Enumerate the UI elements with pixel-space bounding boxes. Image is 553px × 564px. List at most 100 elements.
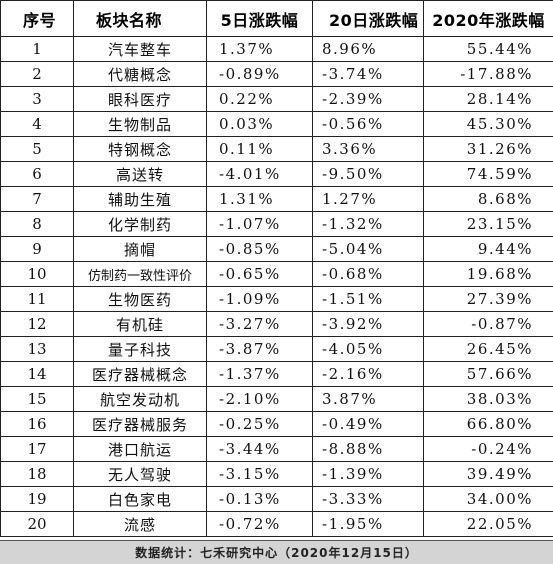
sector-name-cell: 流感 — [74, 512, 207, 537]
row-index-cell: 2 — [1, 62, 74, 87]
change-20day-cell: -0.49% — [313, 412, 424, 437]
change-5day-cell: 1.31% — [207, 187, 313, 212]
sector-name-cell: 高送转 — [74, 162, 207, 187]
change-2020-cell: 27.39% — [424, 287, 553, 312]
change-2020-cell: 9.44% — [424, 237, 553, 262]
row-index-cell: 9 — [1, 237, 74, 262]
change-20day-cell: -4.05% — [313, 337, 424, 362]
change-20day-cell: -1.32% — [313, 212, 424, 237]
row-index-cell: 10 — [1, 262, 74, 287]
change-20day-cell: -2.16% — [313, 362, 424, 387]
sector-name-cell: 白色家电 — [74, 487, 207, 512]
change-2020-cell: 26.45% — [424, 337, 553, 362]
sector-name-cell: 港口航运 — [74, 437, 207, 462]
row-index-cell: 1 — [1, 37, 74, 62]
source-footer: 数据统计：七禾研究中心（2020年12月15日） — [0, 540, 553, 564]
row-index-cell: 16 — [1, 412, 74, 437]
change-20day-cell: -3.74% — [313, 62, 424, 87]
change-20day-cell: -2.39% — [313, 87, 424, 112]
sector-name-cell: 摘帽 — [74, 237, 207, 262]
row-index-cell: 15 — [1, 387, 74, 412]
sector-name-cell: 量子科技 — [74, 337, 207, 362]
change-5day-cell: -0.13% — [207, 487, 313, 512]
change-2020-cell: 23.15% — [424, 212, 553, 237]
sector-name-cell: 生物制品 — [74, 112, 207, 137]
row-index-cell: 20 — [1, 512, 74, 537]
change-5day-cell: 0.03% — [207, 112, 313, 137]
change-20day-cell: -1.51% — [313, 287, 424, 312]
row-index-cell: 13 — [1, 337, 74, 362]
change-2020-cell: -17.88% — [424, 62, 553, 87]
sector-name-cell: 特钢概念 — [74, 137, 207, 162]
change-2020-cell: -0.87% — [424, 312, 553, 337]
row-index-cell: 18 — [1, 462, 74, 487]
change-2020-cell: 55.44% — [424, 37, 553, 62]
change-20day-cell: -1.95% — [313, 512, 424, 537]
row-index-cell: 8 — [1, 212, 74, 237]
header-2020-change: 2020年涨跌幅 — [424, 1, 553, 37]
change-20day-cell: 3.36% — [313, 137, 424, 162]
sector-name-cell: 生物医药 — [74, 287, 207, 312]
row-index-cell: 11 — [1, 287, 74, 312]
row-index-cell: 3 — [1, 87, 74, 112]
change-5day-cell: -0.72% — [207, 512, 313, 537]
change-5day-cell: -0.25% — [207, 412, 313, 437]
change-5day-cell: -1.09% — [207, 287, 313, 312]
change-20day-cell: -0.56% — [313, 112, 424, 137]
sector-name-cell: 眼科医疗 — [74, 87, 207, 112]
change-2020-cell: 74.59% — [424, 162, 553, 187]
sector-name-cell: 有机硅 — [74, 312, 207, 337]
sector-name-cell: 医疗器械概念 — [74, 362, 207, 387]
sector-name-cell: 汽车整车 — [74, 37, 207, 62]
change-2020-cell: 45.30% — [424, 112, 553, 137]
change-2020-cell: -0.24% — [424, 437, 553, 462]
change-2020-cell: 28.14% — [424, 87, 553, 112]
change-5day-cell: 0.22% — [207, 87, 313, 112]
change-2020-cell: 39.49% — [424, 462, 553, 487]
change-5day-cell: -1.37% — [207, 362, 313, 387]
change-5day-cell: -3.27% — [207, 312, 313, 337]
header-row: 序号 板块名称 5日涨跌幅 20日涨跌幅 2020年涨跌幅 — [1, 1, 553, 37]
change-5day-cell: 1.37% — [207, 37, 313, 62]
change-20day-cell: -3.92% — [313, 312, 424, 337]
change-2020-cell: 34.00% — [424, 487, 553, 512]
change-20day-cell: 3.87% — [313, 387, 424, 412]
sector-name-cell: 代糖概念 — [74, 62, 207, 87]
header-sector-name: 板块名称 — [74, 1, 207, 37]
change-20day-cell: -1.39% — [313, 462, 424, 487]
change-20day-cell: 8.96% — [313, 37, 424, 62]
row-index-cell: 19 — [1, 487, 74, 512]
change-2020-cell: 19.68% — [424, 262, 553, 287]
change-5day-cell: -3.44% — [207, 437, 313, 462]
change-5day-cell: -2.10% — [207, 387, 313, 412]
row-index-cell: 5 — [1, 137, 74, 162]
change-20day-cell: -0.68% — [313, 262, 424, 287]
sector-name-cell: 航空发动机 — [74, 387, 207, 412]
change-20day-cell: -3.33% — [313, 487, 424, 512]
change-2020-cell: 22.05% — [424, 512, 553, 537]
change-2020-cell: 66.80% — [424, 412, 553, 437]
header-5day-change: 5日涨跌幅 — [207, 1, 313, 37]
row-index-cell: 14 — [1, 362, 74, 387]
change-2020-cell: 38.03% — [424, 387, 553, 412]
header-20day-change: 20日涨跌幅 — [313, 1, 424, 37]
row-index-cell: 12 — [1, 312, 74, 337]
